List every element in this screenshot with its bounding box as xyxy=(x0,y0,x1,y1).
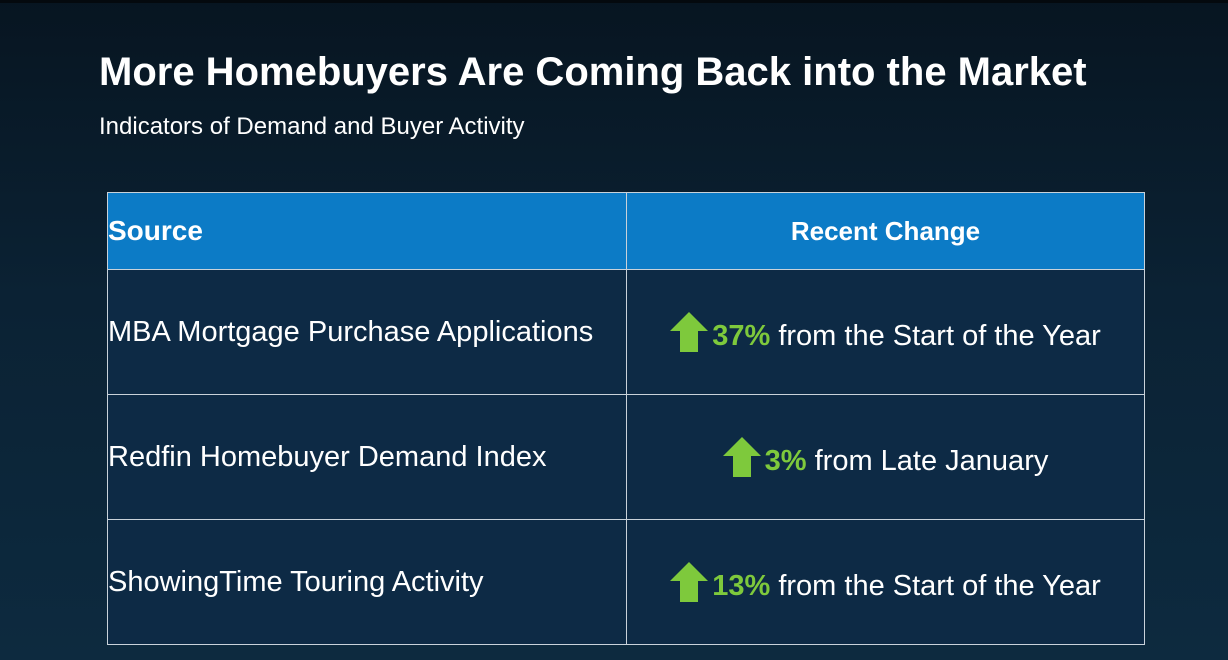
change-percent: 37% xyxy=(712,319,771,352)
top-edge-bar xyxy=(0,0,1228,3)
change-percent: 3% xyxy=(764,444,807,477)
header-row: Source Recent Change xyxy=(107,192,1145,270)
arrow-up-icon xyxy=(722,436,761,477)
source-cell: MBA Mortgage Purchase Applications xyxy=(107,269,627,395)
change-cell: 3% from Late January xyxy=(626,394,1145,520)
change-percent: 13% xyxy=(712,569,771,602)
indicators-table: Source Recent Change MBA Mortgage Purcha… xyxy=(107,192,1145,645)
table-body: MBA Mortgage Purchase Applications 37% f… xyxy=(107,269,1145,645)
source-cell: ShowingTime Touring Activity xyxy=(107,519,627,645)
recent-change-column-header: Recent Change xyxy=(626,192,1145,270)
change-cell: 37% from the Start of the Year xyxy=(626,269,1145,395)
change-description: from the Start of the Year xyxy=(770,569,1101,602)
page-subtitle: Indicators of Demand and Buyer Activity xyxy=(99,113,525,140)
change-cell: 13% from the Start of the Year xyxy=(626,519,1145,645)
page-title: More Homebuyers Are Coming Back into the… xyxy=(99,50,1087,94)
table-header: Source Recent Change xyxy=(107,192,1145,270)
change-description: from Late January xyxy=(806,444,1049,477)
arrow-up-icon xyxy=(670,311,709,352)
arrow-up-icon xyxy=(670,561,709,602)
table-row: ShowingTime Touring Activity 13% from th… xyxy=(107,519,1145,645)
table-row: Redfin Homebuyer Demand Index 3% from La… xyxy=(107,394,1145,520)
table-row: MBA Mortgage Purchase Applications 37% f… xyxy=(107,269,1145,395)
source-cell: Redfin Homebuyer Demand Index xyxy=(107,394,627,520)
change-description: from the Start of the Year xyxy=(770,319,1101,352)
source-column-header: Source xyxy=(107,192,627,270)
